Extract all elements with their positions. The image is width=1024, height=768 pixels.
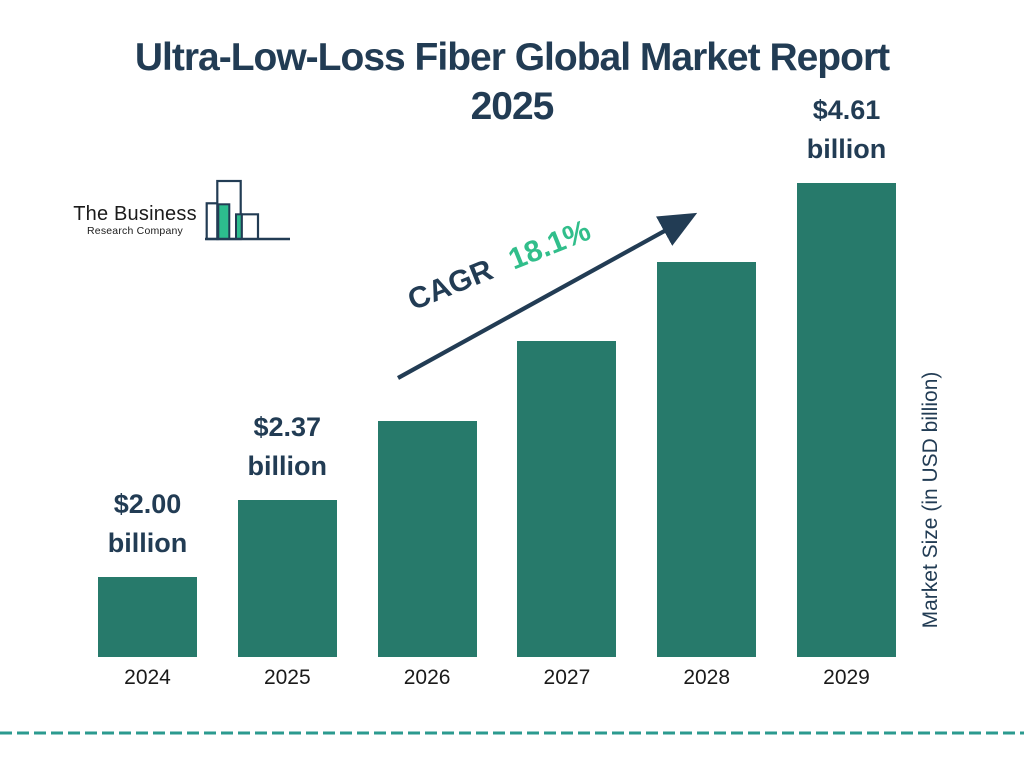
value-label-2024: $2.00 billion [73, 485, 223, 563]
value-amount: $2.37 [253, 412, 322, 442]
company-logo: The Business Research Company [70, 175, 290, 245]
page-title: Ultra-Low-Loss Fiber Global Market Repor… [0, 33, 1024, 131]
bottom-divider [0, 731, 1024, 735]
bar-2026 [377, 421, 477, 657]
bar-2027 [517, 341, 617, 657]
y-axis-label: Market Size (in USD billion) [919, 371, 942, 629]
x-tick-2029: 2029 [823, 666, 870, 689]
x-tick-2025: 2025 [263, 666, 311, 689]
value-label-2025: $2.37 billion [212, 408, 362, 486]
x-tick-2024: 2024 [124, 666, 171, 689]
value-amount: $4.61 [812, 95, 881, 125]
bar-2028 [657, 262, 757, 657]
value-unit: billion [107, 528, 188, 558]
value-unit: billion [247, 451, 328, 481]
growth-arrow-icon [396, 212, 698, 380]
company-logo-text: The Business Research Company [72, 203, 198, 237]
bar-2025 [237, 500, 337, 657]
page-title-line1: Ultra-Low-Loss Fiber Global Market Repor… [134, 36, 890, 79]
page-title-line2: 2025 [470, 85, 555, 128]
value-amount: $2.00 [113, 489, 182, 519]
company-name-sub: Research Company [87, 225, 183, 237]
company-name: The Business [73, 203, 197, 225]
x-tick-2028: 2028 [683, 666, 731, 689]
x-tick-2027: 2027 [543, 666, 591, 689]
bar-2029 [797, 183, 896, 657]
bar-chart-logo-icon [205, 179, 290, 241]
value-unit: billion [806, 134, 887, 164]
x-tick-2026: 2026 [403, 666, 451, 689]
value-label-2029: $4.61 billion [772, 91, 922, 169]
bar-2024 [98, 577, 197, 657]
